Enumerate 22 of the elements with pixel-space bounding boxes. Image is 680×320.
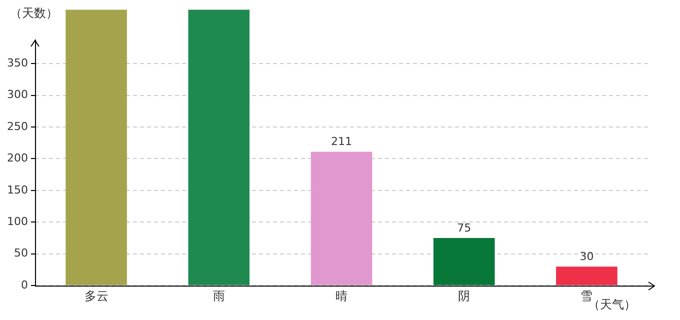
bar xyxy=(66,10,127,286)
x-tick-label: 雨 xyxy=(212,288,225,303)
y-tick-label: 150 xyxy=(6,183,28,196)
x-tick-label: 雪 xyxy=(580,288,593,303)
x-tick-label: 阴 xyxy=(458,288,470,303)
data-label: 75 xyxy=(457,221,472,234)
y-tick-label: 250 xyxy=(6,120,28,133)
y-tick-label: 350 xyxy=(6,56,28,70)
x-tick-label: 多云 xyxy=(84,288,108,303)
y-tick-label: 200 xyxy=(6,152,28,165)
y-tick-label: 0 xyxy=(20,278,28,292)
data-label: 30 xyxy=(580,250,594,263)
bar xyxy=(310,152,372,286)
y-axis-title: （天数） xyxy=(10,6,58,20)
x-tick-label: 晴 xyxy=(336,288,348,303)
y-tick-label: 300 xyxy=(6,88,28,102)
y-tick-label: 100 xyxy=(6,215,28,228)
bar xyxy=(433,238,495,286)
data-label: 211 xyxy=(331,135,352,148)
bar xyxy=(188,10,250,286)
y-tick-label: 50 xyxy=(14,246,28,260)
bar xyxy=(556,266,618,286)
